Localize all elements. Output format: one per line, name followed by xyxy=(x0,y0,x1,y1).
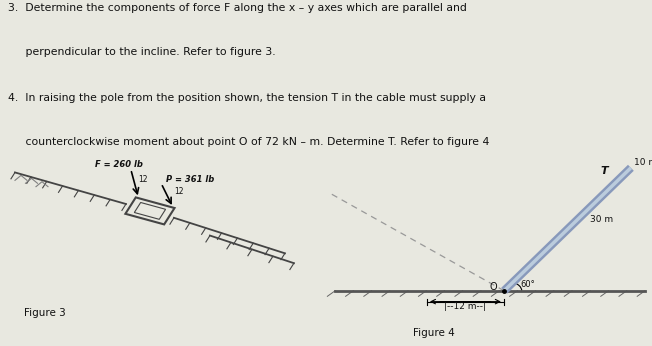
Text: T: T xyxy=(601,166,608,176)
Text: 60°: 60° xyxy=(520,280,535,289)
Text: O: O xyxy=(490,282,497,292)
Text: 12: 12 xyxy=(138,175,148,184)
Text: counterclockwise moment about point O of 72 kN – m. Determine T. Refer to figure: counterclockwise moment about point O of… xyxy=(8,137,489,147)
Text: P = 361 lb: P = 361 lb xyxy=(166,175,214,184)
Text: 12: 12 xyxy=(175,188,184,197)
Text: 3.  Determine the components of force F along the x – y axes which are parallel : 3. Determine the components of force F a… xyxy=(8,3,467,13)
Text: 30 m: 30 m xyxy=(590,216,613,225)
Text: perpendicular to the incline. Refer to figure 3.: perpendicular to the incline. Refer to f… xyxy=(8,47,275,57)
Text: 10 m: 10 m xyxy=(634,158,652,167)
Text: |--12 m--|: |--12 m--| xyxy=(445,302,486,311)
Text: 4.  In raising the pole from the position shown, the tension T in the cable must: 4. In raising the pole from the position… xyxy=(8,93,486,103)
Text: F = 260 lb: F = 260 lb xyxy=(95,160,143,169)
Text: Figure 3: Figure 3 xyxy=(24,308,66,318)
Text: Figure 4: Figure 4 xyxy=(413,328,454,338)
